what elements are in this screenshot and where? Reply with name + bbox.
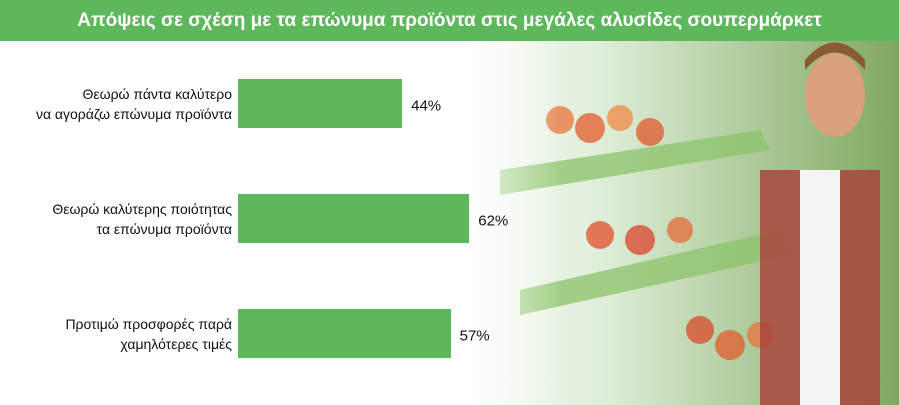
category-label: Θεωρώ καλύτερης ποιότητας τα επώνυμα προ… <box>52 200 232 237</box>
chart-title: Απόψεις σε σχέση με τα επώνυμα προϊόντα … <box>0 0 899 41</box>
bar <box>238 79 403 128</box>
bar <box>238 194 470 243</box>
produce <box>500 105 790 360</box>
value-label: 44% <box>411 97 442 114</box>
category-label: Θεωρώ πάντα καλύτερο να αγοράζω επώνυμα … <box>35 85 232 122</box>
value-label: 57% <box>459 327 490 344</box>
value-label: 62% <box>478 212 509 229</box>
bar <box>238 309 451 358</box>
category-label: Προτιμώ προσφορές παρά χαμηλότερες τιμές <box>65 315 232 352</box>
shopper <box>760 42 880 405</box>
